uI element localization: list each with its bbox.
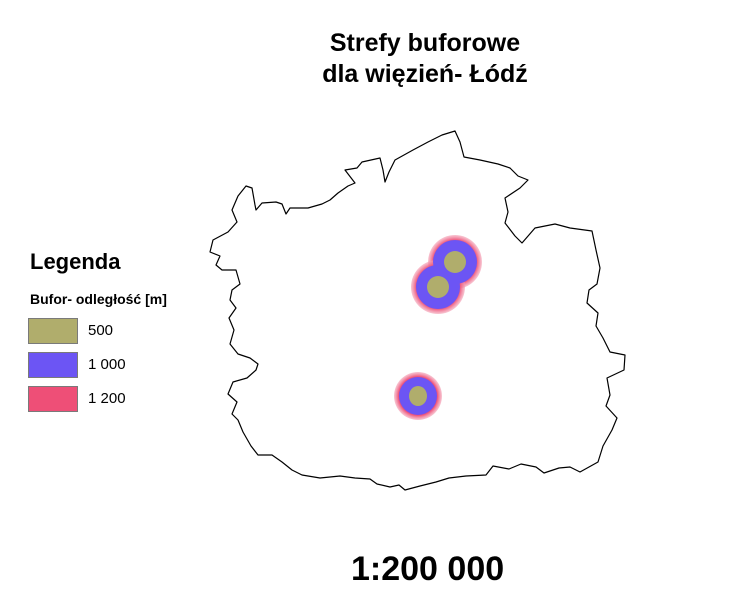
legend-item-1000: 1 000: [28, 352, 188, 380]
legend-swatch-1200: [28, 386, 78, 412]
legend-item-500: 500: [28, 318, 188, 346]
legend-subtitle: Bufor- odległość [m]: [30, 291, 167, 307]
legend-title: Legenda: [30, 249, 120, 275]
buffer-zone-prison-b: [394, 372, 442, 420]
legend-swatch-1000: [28, 352, 78, 378]
map-scale: 1:200 000: [351, 550, 504, 589]
legend-label-1000: 1 000: [88, 356, 126, 373]
legend-label-500: 500: [88, 322, 113, 339]
buffer-500-b: [427, 276, 449, 298]
buffer-500-a: [444, 251, 466, 273]
legend-label-1200: 1 200: [88, 390, 126, 407]
buffer-500-c: [409, 386, 427, 406]
legend-swatch-500: [28, 318, 78, 344]
city-boundary: [210, 131, 625, 490]
legend-item-1200: 1 200: [28, 386, 188, 414]
